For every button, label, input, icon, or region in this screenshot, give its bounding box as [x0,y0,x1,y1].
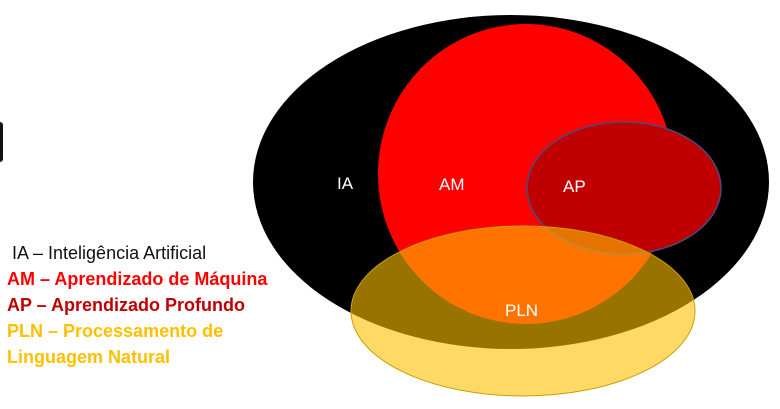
legend-am: AM – Aprendizado de Máquina [7,269,268,289]
pln-label: PLN [505,301,538,320]
ap-label: AP [563,177,586,196]
edge-fragment [0,122,3,162]
legend-ap: AP – Aprendizado Profundo [7,295,246,315]
ia-label: IA [337,174,354,193]
legend-pln-line2: Linguagem Natural [7,347,171,367]
legend-pln-line1: PLN – Processamento de [7,321,224,341]
pln-ellipse [350,225,696,397]
am-label: AM [439,175,465,194]
legend-ia: IA – Inteligência Artificial [12,243,207,263]
legend: IA – Inteligência Artificial AM – Aprend… [7,240,267,370]
